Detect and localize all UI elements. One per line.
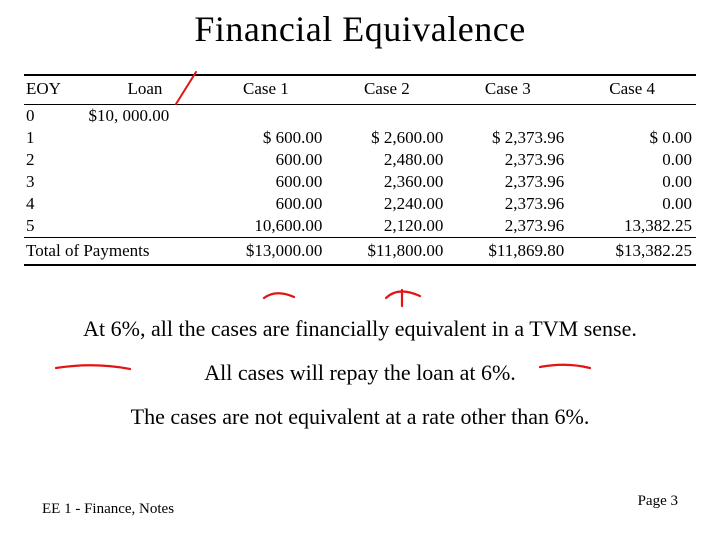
total-row: Total of Payments $13,000.00 $11,800.00 … — [24, 238, 696, 266]
cell — [84, 215, 205, 238]
cell: 1 — [24, 127, 84, 149]
table-row: 0 $10, 000.00 — [24, 105, 696, 128]
annotation-under-totals-2 — [380, 284, 426, 310]
cell: 3 — [24, 171, 84, 193]
table-row: 3 600.00 2,360.00 2,373.96 0.00 — [24, 171, 696, 193]
cell: $13,000.00 — [205, 238, 326, 266]
table-row: 1 $ 600.00 $ 2,600.00 $ 2,373.96 $ 0.00 — [24, 127, 696, 149]
cell: 5 — [24, 215, 84, 238]
col-loan: Loan — [84, 75, 205, 105]
col-case4: Case 4 — [568, 75, 696, 105]
cell: 2,373.96 — [447, 149, 568, 171]
footer-left: EE 1 - Finance, Notes — [42, 501, 174, 518]
slide-title: Financial Equivalence — [0, 0, 720, 50]
cell — [84, 171, 205, 193]
cell: 0 — [24, 105, 84, 128]
cell — [84, 193, 205, 215]
cell: $13,382.25 — [568, 238, 696, 266]
cell: 0.00 — [568, 149, 696, 171]
col-case2: Case 2 — [326, 75, 447, 105]
body-line-1: At 6%, all the cases are financially equ… — [0, 316, 720, 342]
col-case3: Case 3 — [447, 75, 568, 105]
cell — [568, 105, 696, 128]
cell: 2,480.00 — [326, 149, 447, 171]
cell: 2,373.96 — [447, 171, 568, 193]
cell — [84, 149, 205, 171]
body-line-2: All cases will repay the loan at 6%. — [0, 360, 720, 386]
cell: 2,373.96 — [447, 193, 568, 215]
cell: 4 — [24, 193, 84, 215]
cell: $ 2,373.96 — [447, 127, 568, 149]
cell: 2,373.96 — [447, 215, 568, 238]
cell: 10,600.00 — [205, 215, 326, 238]
footer-right: Page 3 — [638, 493, 678, 510]
table-row: 2 600.00 2,480.00 2,373.96 0.00 — [24, 149, 696, 171]
cell: $ 0.00 — [568, 127, 696, 149]
cell: $ 600.00 — [205, 127, 326, 149]
cell: 600.00 — [205, 149, 326, 171]
cell: $11,800.00 — [326, 238, 447, 266]
total-label: Total of Payments — [24, 238, 205, 266]
cell — [84, 127, 205, 149]
cell: 600.00 — [205, 193, 326, 215]
cell: 0.00 — [568, 193, 696, 215]
col-eoy: EOY — [24, 75, 84, 105]
cell: 2,120.00 — [326, 215, 447, 238]
cell: 2 — [24, 149, 84, 171]
table-row: 5 10,600.00 2,120.00 2,373.96 13,382.25 — [24, 215, 696, 238]
cell: 600.00 — [205, 171, 326, 193]
cell: 2,360.00 — [326, 171, 447, 193]
cell: 0.00 — [568, 171, 696, 193]
cell: 13,382.25 — [568, 215, 696, 238]
annotation-under-totals-1 — [260, 288, 300, 306]
table-row: 4 600.00 2,240.00 2,373.96 0.00 — [24, 193, 696, 215]
body-line-3: The cases are not equivalent at a rate o… — [0, 404, 720, 430]
col-case1: Case 1 — [205, 75, 326, 105]
payments-table: EOY Loan Case 1 Case 2 Case 3 Case 4 0 $… — [24, 74, 696, 266]
cell — [205, 105, 326, 128]
cell: 2,240.00 — [326, 193, 447, 215]
cell — [447, 105, 568, 128]
cell: $11,869.80 — [447, 238, 568, 266]
cell: $ 2,600.00 — [326, 127, 447, 149]
cell — [326, 105, 447, 128]
cell: $10, 000.00 — [84, 105, 205, 128]
